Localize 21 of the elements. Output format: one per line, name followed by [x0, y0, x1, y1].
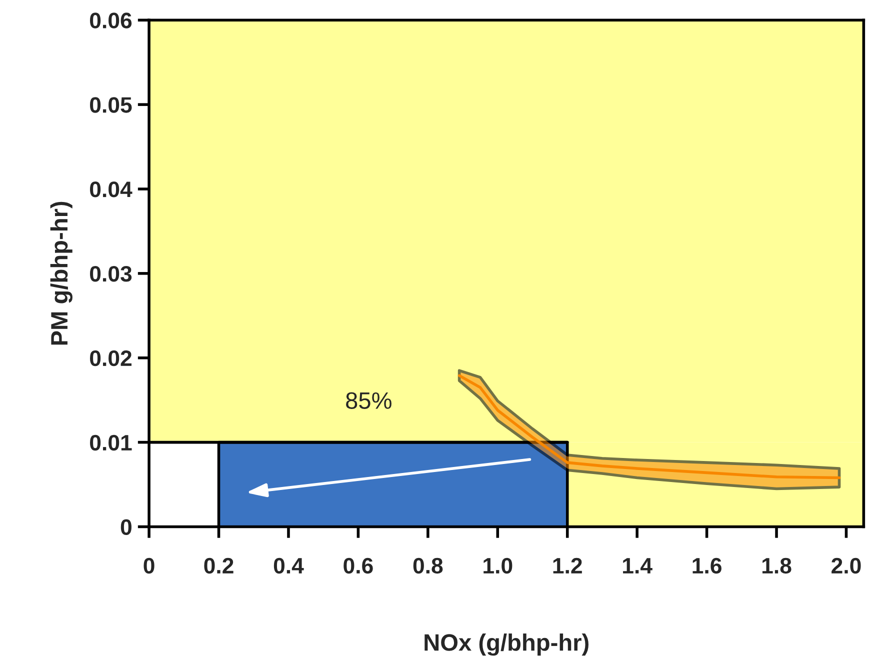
x-tick-label: 1.4	[623, 558, 652, 574]
x-tick-label: 0.4	[274, 558, 304, 574]
y-axis-title: PM g/bhp-hr)	[50, 202, 72, 345]
x-axis-title: NOx (g/bhp-hr)	[424, 634, 588, 656]
y-tick-label: 0.01	[90, 434, 132, 451]
x-tick-label: 0	[144, 558, 154, 574]
y-tick-label: 0.02	[90, 350, 132, 366]
x-tick-label: 0.6	[344, 558, 373, 574]
x-tick-label: 1.8	[762, 558, 792, 574]
y-tick-label: 0.03	[90, 266, 132, 282]
x-tick-label: 0.8	[413, 558, 443, 574]
x-tick-label: 2.0	[832, 558, 861, 574]
x-tick-label: 1.2	[553, 558, 582, 574]
y-tick-label: 0.05	[90, 97, 132, 113]
y-tick-label: 0.04	[90, 182, 132, 198]
y-tick-label: 0.06	[90, 12, 132, 28]
y-tick-label: 0	[120, 519, 132, 536]
x-tick-label: 0.2	[204, 558, 234, 574]
x-tick-label: 1.0	[484, 558, 512, 574]
x-tick-label: 1.6	[692, 558, 722, 574]
annotation: 85%	[346, 392, 392, 409]
